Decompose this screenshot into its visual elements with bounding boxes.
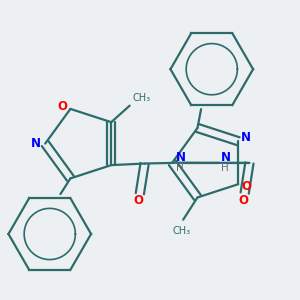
Text: O: O bbox=[238, 194, 248, 207]
Text: CH₃: CH₃ bbox=[172, 226, 191, 236]
Text: N: N bbox=[220, 151, 230, 164]
Text: CH₃: CH₃ bbox=[132, 93, 150, 103]
Text: O: O bbox=[58, 100, 68, 113]
Text: O: O bbox=[241, 180, 251, 193]
Text: N: N bbox=[31, 137, 41, 150]
Text: N: N bbox=[176, 151, 186, 164]
Text: O: O bbox=[133, 194, 143, 207]
Text: H: H bbox=[176, 163, 184, 173]
Text: N: N bbox=[241, 131, 251, 144]
Text: H: H bbox=[220, 163, 228, 173]
